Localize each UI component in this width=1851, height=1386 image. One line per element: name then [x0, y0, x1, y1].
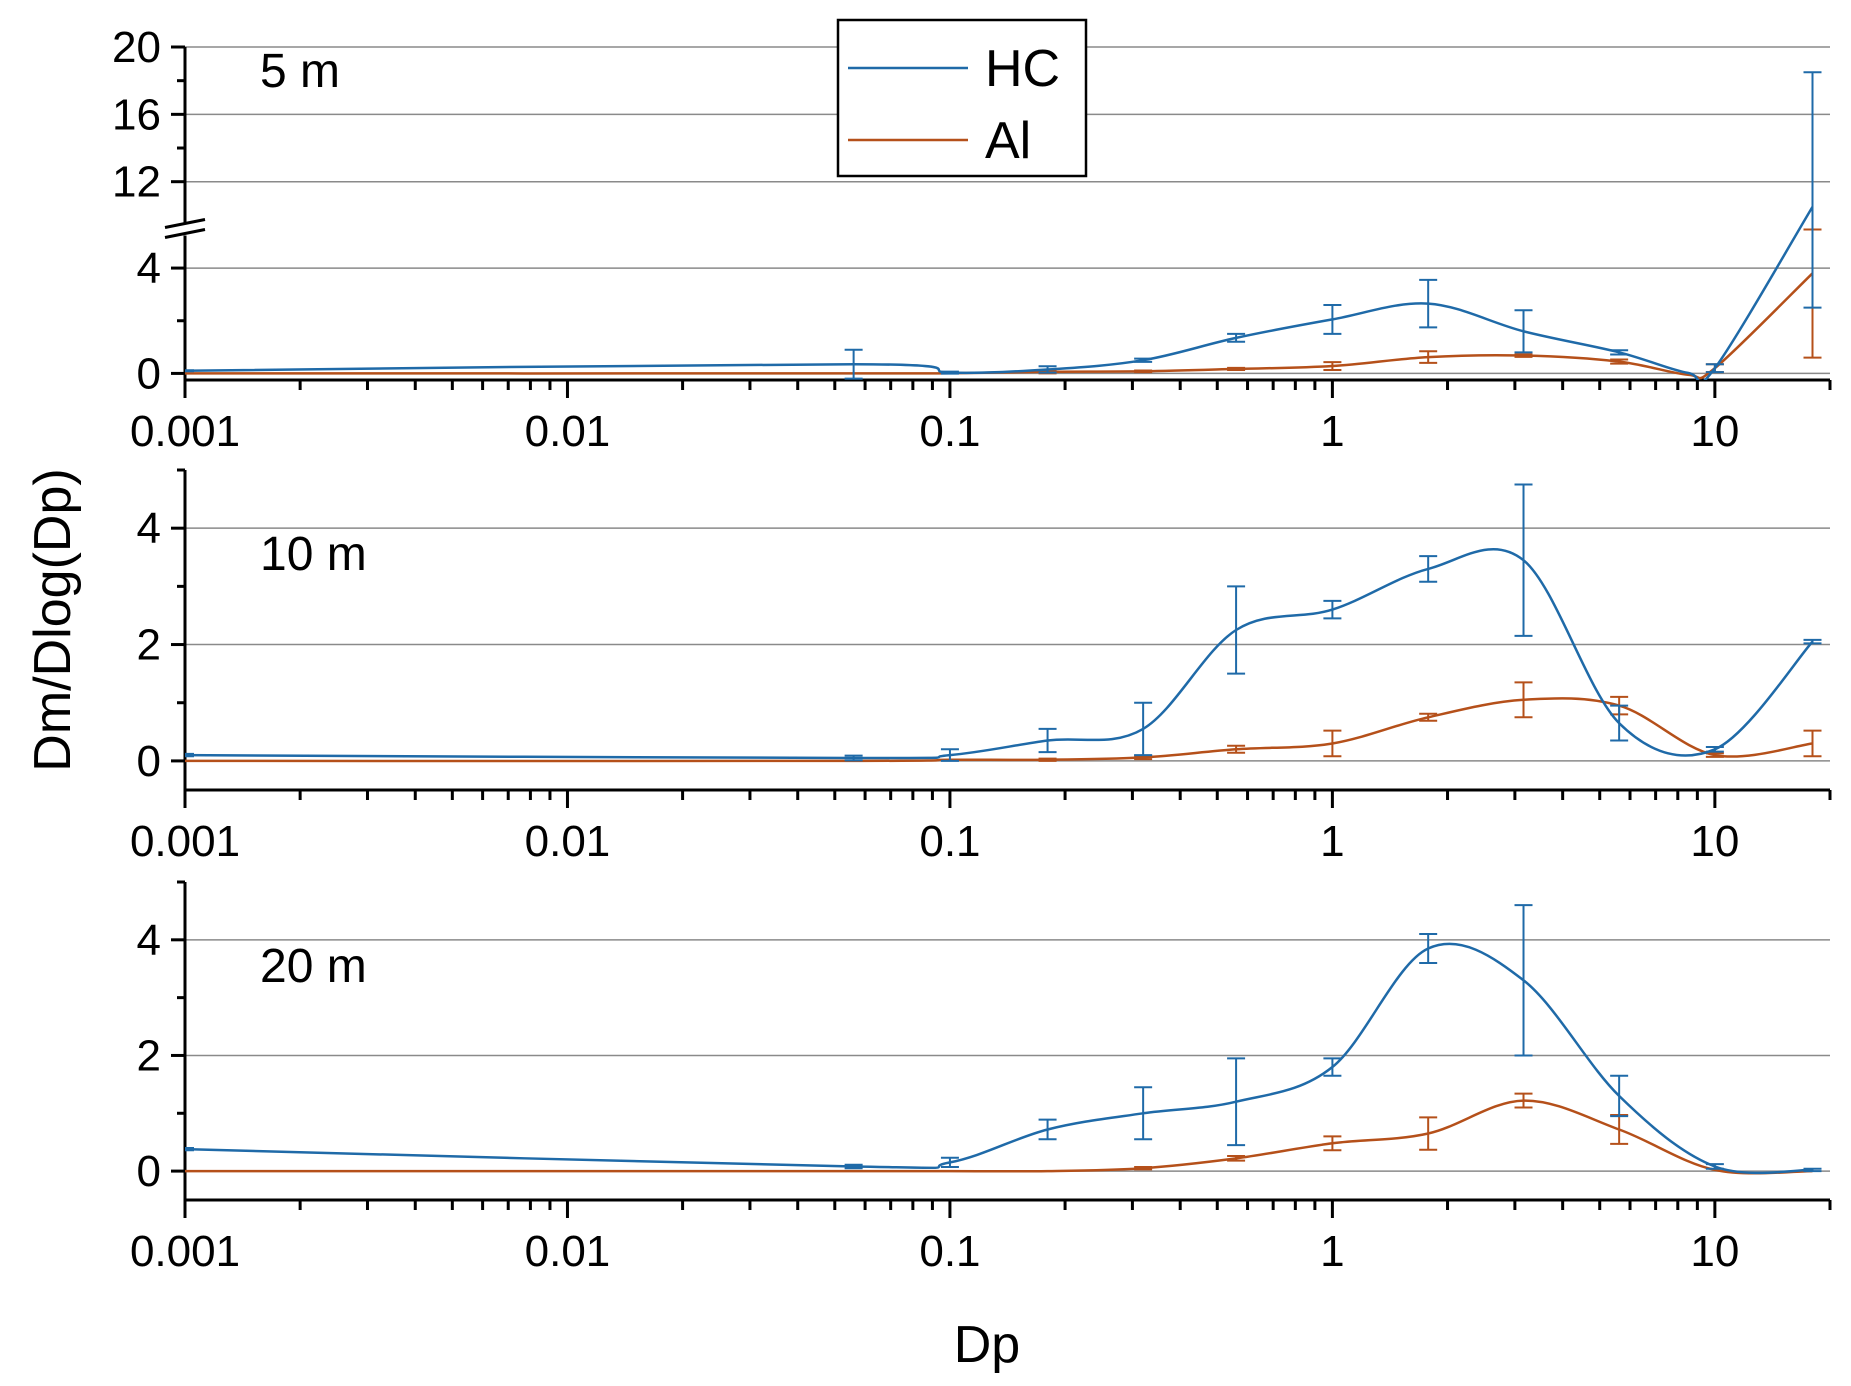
- x-tick-label: 10: [1690, 407, 1739, 456]
- panel-label: 10 m: [260, 528, 367, 581]
- panel-label: 20 m: [260, 940, 367, 993]
- series-line-hc: [185, 548, 1814, 760]
- y-tick-label: 4: [137, 504, 161, 553]
- x-axis-title: Dp: [954, 1316, 1020, 1374]
- x-tick-label: 0.01: [525, 1227, 611, 1276]
- axis-break-mark: [164, 218, 206, 229]
- legend: HC Al: [836, 18, 1088, 178]
- series-line-al: [185, 1099, 1813, 1175]
- series-line-al: [185, 272, 1814, 380]
- x-tick-label: 1: [1320, 407, 1344, 456]
- panel-2: 0 2 4 0.001 0.01 0.1 1 10 10 m: [130, 468, 1832, 866]
- axis-break-mark: [164, 228, 206, 239]
- x-tick-label: 0.01: [525, 817, 611, 866]
- y-tick-label: 2: [137, 1031, 161, 1080]
- legend-label-hc: HC: [985, 40, 1060, 98]
- x-tick-label: 0.001: [130, 407, 240, 456]
- legend-box: [836, 18, 1088, 178]
- x-tick-label: 0.001: [130, 1227, 240, 1276]
- x-tick-label: 0.1: [919, 817, 980, 866]
- legend-label-al: Al: [985, 112, 1031, 170]
- series-line-hc: [185, 942, 1813, 1175]
- y-tick-label: 0: [137, 1147, 161, 1196]
- y-tick-label: 0: [137, 737, 161, 786]
- series-area: [185, 483, 1822, 763]
- y-tick-label: 4: [137, 244, 161, 293]
- x-tick-label: 10: [1690, 817, 1739, 866]
- panel-3: 0 2 4 0.001 0.01 0.1 1 10 20 m: [130, 880, 1832, 1276]
- x-tick-label: 0.1: [919, 1227, 980, 1276]
- x-tick-label: 10: [1690, 1227, 1739, 1276]
- x-tick-label: 0.001: [130, 817, 240, 866]
- y-tick-label: 16: [112, 90, 161, 139]
- y-axis-title: Dm/Dlog(Dp): [24, 468, 82, 771]
- x-tick-label: 0.1: [919, 407, 980, 456]
- y-tick-label: 4: [137, 916, 161, 965]
- y-tick-label: 2: [137, 621, 161, 670]
- series-area: [185, 71, 1822, 380]
- panel-label: 5 m: [260, 45, 340, 98]
- y-tick-label: 12: [112, 158, 161, 207]
- x-tick-label: 0.01: [525, 407, 611, 456]
- x-tick-label: 1: [1320, 1227, 1344, 1276]
- series-area: [185, 904, 1822, 1175]
- panel-1: 0 4 12 16 20 0.001 0.01 0.1 1 10 5 m: [112, 23, 1832, 456]
- y-tick-label: 0: [137, 349, 161, 398]
- y-tick-label: 20: [112, 23, 161, 72]
- series-line-al: [185, 697, 1813, 763]
- x-tick-label: 1: [1320, 817, 1344, 866]
